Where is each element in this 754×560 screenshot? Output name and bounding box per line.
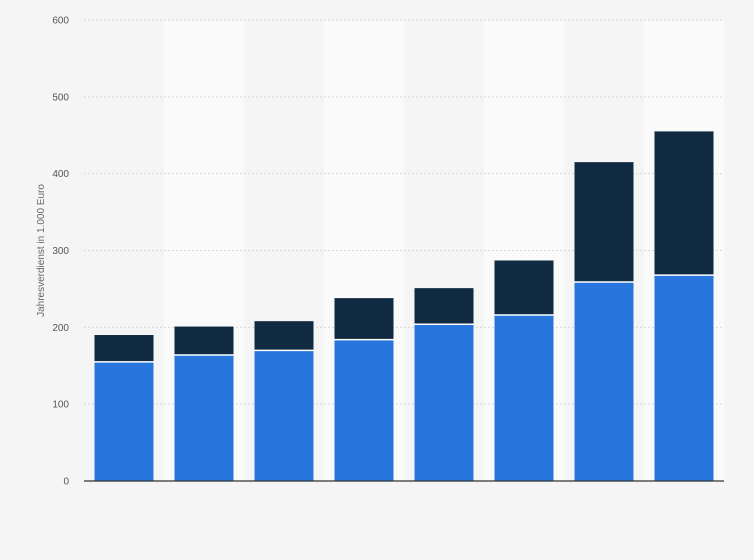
bar-segment-series-2 — [254, 321, 314, 351]
bar-segment-series-1 — [654, 275, 714, 481]
bar-segment-series-2 — [174, 326, 234, 355]
y-tick-label: 400 — [52, 169, 69, 180]
bar-segment-series-1 — [494, 315, 554, 481]
axes: 0 100 200 300 400 500 600 — [52, 16, 724, 488]
bar-segment-series-1 — [414, 324, 474, 481]
bar-segment-series-2 — [494, 260, 554, 316]
y-tick-label: 300 — [52, 246, 69, 257]
bar-segment-series-2 — [654, 131, 714, 276]
y-tick-label: 0 — [63, 477, 69, 488]
bar-segment-series-1 — [334, 339, 394, 481]
bar-segment-series-1 — [574, 282, 634, 481]
y-tick-label: 200 — [52, 323, 69, 334]
bar-segment-series-1 — [254, 350, 314, 481]
bars — [94, 131, 714, 481]
bar-segment-series-1 — [94, 361, 154, 481]
y-tick-label: 500 — [52, 92, 69, 103]
bar-segment-series-2 — [334, 298, 394, 340]
bar-segment-series-2 — [94, 335, 154, 362]
bar-segment-series-1 — [174, 354, 234, 481]
y-tick-label: 600 — [52, 16, 69, 27]
y-axis-title: Jahresverdienst in 1.000 Euro — [36, 184, 47, 317]
y-tick-label: 100 — [52, 400, 69, 411]
bar-segment-series-2 — [414, 288, 474, 325]
bar-segment-series-2 — [574, 162, 634, 283]
